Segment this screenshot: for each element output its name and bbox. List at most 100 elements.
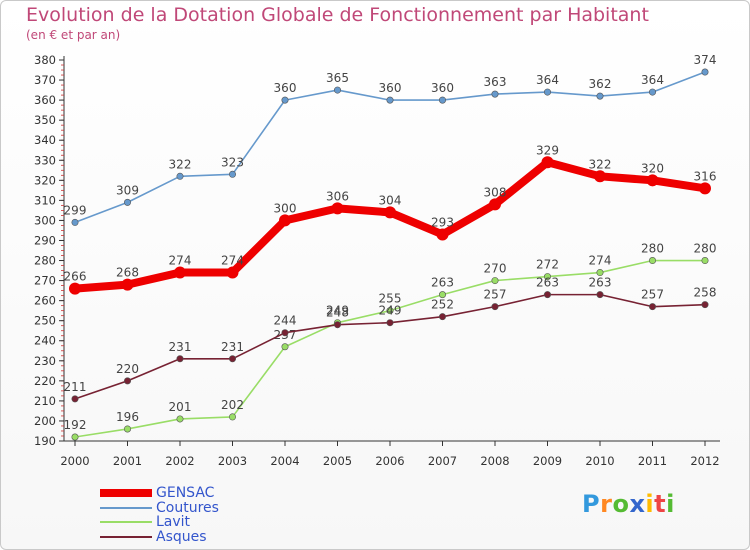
chart-title: Evolution de la Dotation Globale de Fonc…	[26, 4, 649, 26]
data-point	[646, 174, 659, 187]
y-tick-label: 190	[34, 434, 56, 448]
legend-item: Coutures	[100, 501, 219, 516]
data-point	[384, 206, 396, 219]
x-tick-label: 2000	[60, 454, 89, 468]
y-tick-label: 230	[34, 354, 56, 368]
data-label: 196	[116, 410, 139, 424]
data-label: 316	[694, 169, 717, 183]
data-label: 202	[221, 398, 244, 412]
data-point	[124, 377, 132, 385]
data-label: 322	[589, 157, 612, 171]
data-label: 323	[221, 155, 244, 169]
data-label: 360	[274, 81, 297, 95]
series-gensac: 266 268 274 274 300 306 304 293 308 329 322 320 316	[64, 143, 717, 295]
x-tick-label: 2007	[428, 454, 457, 468]
logo-letter: P	[582, 490, 601, 518]
data-label: 266	[64, 270, 87, 284]
data-label: 365	[326, 71, 349, 85]
data-label: 248	[326, 306, 349, 320]
x-tick-label: 2008	[480, 454, 509, 468]
data-label: 255	[379, 292, 402, 306]
data-label: 192	[64, 418, 87, 432]
data-point	[279, 214, 291, 227]
x-tick-label: 2011	[638, 454, 667, 468]
legend-label: Coutures	[156, 499, 219, 516]
logo-letter: x	[629, 490, 646, 518]
data-label: 322	[169, 157, 192, 171]
data-label: 300	[274, 201, 297, 215]
data-point	[648, 257, 656, 265]
data-point	[438, 96, 446, 104]
data-point	[699, 182, 711, 195]
data-point	[176, 172, 184, 180]
y-tick-label: 370	[34, 73, 56, 87]
data-label: 274	[589, 254, 612, 268]
data-label: 263	[431, 276, 454, 290]
data-label: 201	[169, 400, 192, 414]
data-label: 263	[589, 276, 612, 290]
logo-letter: o	[612, 490, 630, 518]
data-label: 364	[641, 73, 664, 87]
data-label: 211	[64, 380, 87, 394]
data-point	[386, 307, 394, 315]
data-label: 257	[641, 288, 664, 302]
data-point	[596, 269, 604, 277]
x-tick-label: 2006	[375, 454, 404, 468]
data-point	[701, 257, 709, 265]
data-point	[489, 198, 501, 211]
legend-item: GENSAC	[100, 486, 219, 501]
data-point	[491, 303, 499, 311]
legend-swatch	[100, 506, 152, 509]
legend-swatch	[100, 535, 152, 538]
data-point	[543, 291, 551, 299]
y-tick-label: 360	[34, 93, 56, 107]
data-label: 231	[169, 340, 192, 354]
data-label: 363	[484, 75, 507, 89]
data-point	[596, 92, 604, 100]
data-point	[594, 170, 606, 183]
data-label: 263	[536, 276, 559, 290]
data-point	[438, 291, 446, 299]
data-label: 270	[484, 262, 507, 276]
data-point	[124, 198, 132, 206]
data-point	[436, 228, 449, 241]
data-label: 272	[536, 258, 559, 272]
y-tick-label: 290	[34, 233, 56, 247]
data-point	[71, 433, 79, 441]
y-tick-label: 240	[34, 334, 56, 348]
legend-label: Lavit	[156, 514, 191, 531]
data-label: 360	[431, 81, 454, 95]
data-point	[176, 415, 184, 423]
data-label: 329	[536, 143, 559, 157]
y-tick-label: 210	[34, 394, 56, 408]
y-tick-label: 330	[34, 153, 56, 167]
series-coutures: 299 309 322 323 360 365 360 360 363 364 362 364 374	[64, 53, 716, 226]
x-tick-label: 2010	[585, 454, 614, 468]
data-point	[543, 273, 551, 281]
x-tick-label: 2003	[218, 454, 247, 468]
logo-letter: t	[654, 490, 667, 518]
data-point	[69, 282, 81, 295]
data-label: 244	[274, 314, 297, 328]
data-label: 257	[484, 288, 507, 302]
data-label: 249	[326, 304, 349, 318]
logo-letter: i	[645, 490, 655, 518]
data-label: 364	[536, 73, 559, 87]
data-point	[701, 301, 709, 309]
data-point	[596, 291, 604, 299]
y-tick-label: 380	[34, 53, 56, 67]
data-point	[229, 355, 237, 363]
data-point	[281, 329, 289, 337]
data-point	[648, 303, 656, 311]
data-label: 249	[379, 304, 402, 318]
data-label: 280	[694, 242, 717, 256]
logo-letter: r	[600, 490, 613, 518]
data-label: 252	[431, 298, 454, 312]
data-point	[71, 218, 79, 226]
y-tick-label: 200	[34, 414, 56, 428]
data-point	[541, 156, 554, 169]
legend-label: GENSAC	[156, 485, 215, 502]
data-point	[333, 86, 341, 94]
